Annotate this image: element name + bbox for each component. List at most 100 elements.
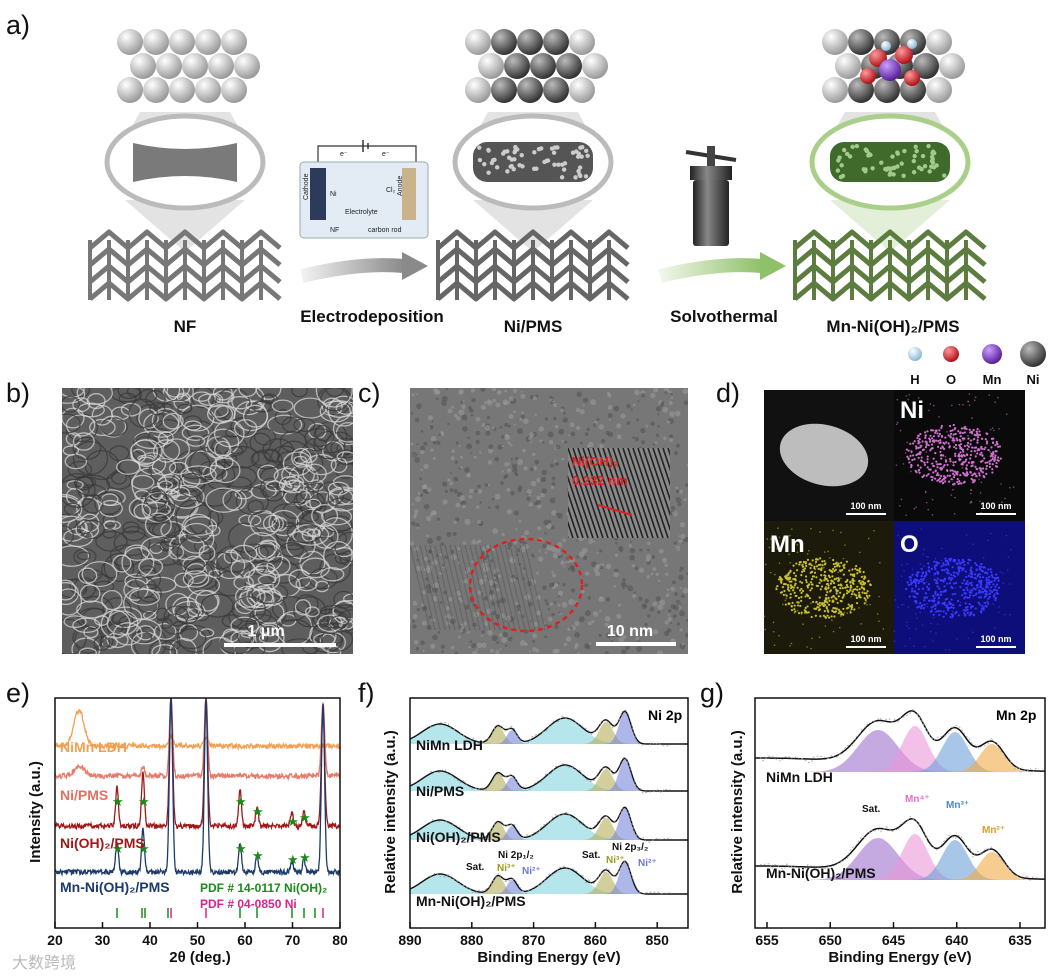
grain bbox=[596, 417, 600, 421]
grain bbox=[554, 424, 559, 429]
eds-signal bbox=[793, 572, 796, 575]
grain bbox=[444, 555, 448, 560]
grain bbox=[526, 496, 531, 502]
eds-signal bbox=[948, 474, 951, 477]
eds-signal bbox=[941, 478, 944, 481]
eds-signal bbox=[948, 424, 952, 428]
atom bbox=[926, 77, 952, 103]
eds-noise bbox=[814, 568, 817, 571]
nanosheet bbox=[250, 545, 278, 564]
eds-signal bbox=[797, 596, 801, 600]
grain bbox=[445, 606, 450, 611]
grain bbox=[613, 571, 619, 578]
nanosheet bbox=[134, 489, 151, 501]
nanosheet bbox=[150, 458, 176, 484]
eds-signal bbox=[949, 616, 952, 619]
eds-signal bbox=[793, 604, 796, 607]
pore bbox=[561, 167, 567, 172]
x-tick-label: 650 bbox=[819, 932, 843, 948]
eds-signal bbox=[844, 586, 848, 589]
grain bbox=[412, 601, 418, 606]
grain bbox=[616, 613, 622, 619]
nanosheet bbox=[138, 557, 164, 576]
eds-noise bbox=[989, 532, 992, 535]
grain bbox=[480, 404, 486, 410]
eds-signal bbox=[945, 568, 948, 571]
pore bbox=[926, 143, 931, 149]
grain bbox=[486, 544, 490, 549]
eds-signal bbox=[818, 596, 821, 599]
eds-noise bbox=[906, 621, 908, 623]
sample-label: Ni/PMS bbox=[416, 783, 464, 799]
eds-signal bbox=[778, 578, 781, 581]
grain bbox=[657, 650, 663, 654]
eds-signal bbox=[788, 571, 791, 574]
nanosheet bbox=[288, 569, 311, 589]
nanosheet bbox=[227, 396, 253, 410]
eds-noise bbox=[854, 579, 856, 582]
grain bbox=[577, 652, 580, 654]
grain bbox=[410, 541, 415, 546]
eds-signal bbox=[800, 591, 803, 594]
eds-signal bbox=[969, 471, 972, 474]
grain bbox=[554, 624, 559, 629]
eds-signal bbox=[981, 437, 984, 440]
eds-signal bbox=[995, 440, 998, 443]
eds-signal bbox=[957, 573, 960, 576]
eds-signal bbox=[810, 615, 813, 619]
grain bbox=[425, 567, 432, 574]
eds-signal bbox=[818, 608, 822, 611]
grain bbox=[504, 462, 509, 467]
eds-signal bbox=[952, 464, 955, 467]
fringe bbox=[509, 544, 531, 631]
eds-signal bbox=[813, 571, 817, 574]
eds-noise bbox=[951, 478, 954, 481]
fit-component bbox=[410, 712, 688, 744]
grain bbox=[495, 402, 501, 408]
pore bbox=[551, 150, 557, 155]
eds-signal bbox=[946, 582, 949, 585]
eds-signal bbox=[952, 423, 955, 427]
nanosheet bbox=[170, 486, 191, 502]
eds-signal bbox=[964, 570, 967, 573]
nanosheet bbox=[176, 628, 207, 650]
eds-signal bbox=[802, 560, 805, 564]
grain bbox=[453, 476, 459, 482]
eds-signal bbox=[809, 589, 812, 592]
eds-signal bbox=[960, 427, 964, 430]
eds-noise bbox=[815, 557, 818, 560]
raw-data bbox=[429, 860, 671, 895]
eds-noise bbox=[972, 464, 975, 467]
eds-signal bbox=[971, 446, 974, 449]
nanosheet bbox=[122, 525, 146, 542]
grain bbox=[670, 586, 675, 592]
pore bbox=[899, 161, 904, 166]
eds-signal bbox=[825, 594, 828, 597]
eds-signal bbox=[978, 589, 981, 592]
eds-signal bbox=[933, 596, 936, 600]
eds-noise bbox=[831, 619, 833, 622]
grain bbox=[634, 389, 640, 396]
eds-noise bbox=[1004, 497, 1006, 500]
grain bbox=[497, 444, 503, 450]
eds-signal bbox=[952, 582, 956, 585]
fringe bbox=[424, 544, 446, 631]
eds-signal bbox=[931, 478, 934, 482]
eds-signal bbox=[918, 605, 921, 608]
eds-signal bbox=[847, 590, 850, 593]
fringe bbox=[419, 544, 441, 631]
grain bbox=[484, 578, 487, 582]
eds-signal bbox=[917, 446, 920, 449]
eds-signal bbox=[906, 455, 909, 458]
grain bbox=[563, 411, 566, 415]
eds-signal bbox=[918, 438, 921, 441]
atom bbox=[234, 53, 260, 79]
fringe bbox=[514, 544, 536, 631]
eds-signal bbox=[942, 562, 945, 565]
eds-signal bbox=[985, 432, 988, 435]
reference-label: PDF # 04-0850 Ni bbox=[200, 897, 297, 911]
eds-signal bbox=[831, 609, 834, 612]
fit-envelope bbox=[755, 710, 1045, 772]
eds-signal bbox=[804, 578, 808, 582]
eds-signal bbox=[980, 583, 983, 586]
